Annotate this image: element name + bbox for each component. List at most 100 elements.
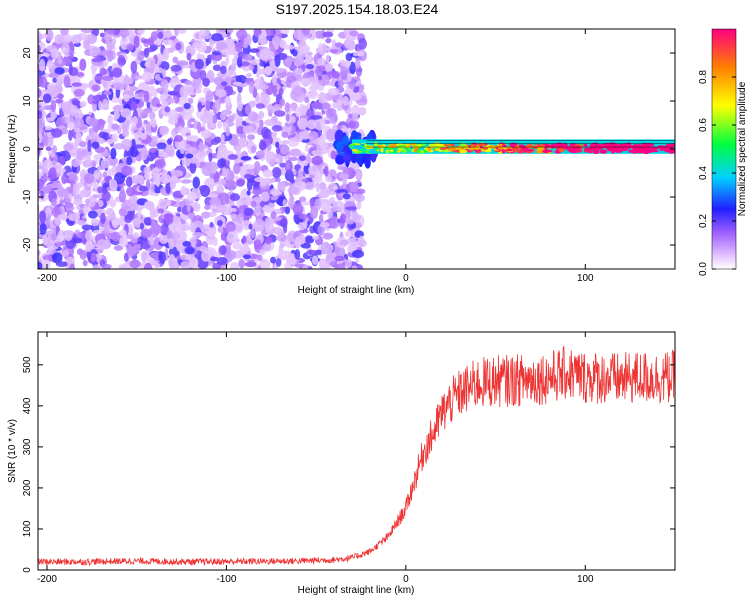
heatmap-cell [38,261,43,269]
heatmap-cell [102,171,108,179]
heatmap-cell [56,186,66,197]
heatmap-cell [111,37,117,46]
heatmap-cell [308,249,313,255]
heatmap-cell [227,29,234,33]
heatmap-cell [50,152,56,158]
heatmap-cell [325,62,334,72]
heatmap-cell [68,213,81,222]
heatmap-cell [93,169,101,180]
heatmap-cell [306,90,319,99]
heatmap-cell [218,245,227,256]
snr-x-tick-label: -200 [37,574,57,585]
heatmap-cell [309,78,318,83]
heatmap-cell [659,147,664,152]
heatmap-cell [186,201,191,213]
heatmap-cell [518,144,524,147]
heatmap-cell [106,29,116,35]
heatmap-cell [110,147,117,160]
heatmap-cell [335,263,346,269]
heatmap-cell [310,101,323,109]
heatmap-cell [172,56,179,64]
heatmap-cell [90,218,100,227]
heatmap-cell [101,263,112,269]
heatmap-cell [140,133,147,140]
heatmap-cell [265,29,274,37]
heatmap-cell [355,170,362,180]
heatmap-cell [300,201,312,206]
heatmap-cell [209,197,222,207]
heatmap-cell [109,199,117,208]
heatmap-cell [186,52,192,61]
heatmap-cell [90,132,99,140]
heatmap-cell [561,143,568,148]
heatmap-cell [216,204,228,213]
heatmap-cell [212,114,218,124]
heatmap-cell [126,243,133,255]
heatmap-cell [168,238,175,250]
heatmap-cell [216,185,225,194]
heatmap-cell [269,158,276,168]
heatmap-cell [22,232,33,236]
heatmap-cell [235,74,247,84]
heatmap-cell [284,57,297,62]
heatmap-cell [651,149,659,153]
heatmap-cell [285,162,290,170]
snr-y-tick-label: 100 [22,520,33,537]
heatmap-cell [159,251,167,264]
heatmap-cell [280,242,285,249]
heatmap-cell [355,57,361,69]
heatmap-cell [275,257,282,267]
heatmap-cell [183,102,191,110]
heatmap-cell [213,76,224,86]
heatmap-cell [214,88,227,98]
heatmap-cell [180,214,189,219]
heatmap-cell [38,116,45,129]
heatmap-cell [230,62,237,72]
heatmap-cell [168,259,175,268]
heatmap-cell [40,190,45,200]
heatmap-cell [294,236,302,249]
heatmap-cell [144,61,151,68]
heatmap-cell [101,190,111,202]
heatmap-cell [332,102,338,109]
heatmap-cell [293,134,304,142]
heatmap-cell [401,150,408,153]
heatmap-x-tick-label: -200 [37,273,57,284]
heatmap-y-tick-label: -20 [22,237,33,252]
heatmap-cell [243,173,252,179]
heatmap-cell [69,263,76,269]
heatmap-cell [162,39,174,46]
heatmap-y-label: Frequency (Hz) [7,115,18,184]
heatmap-cell [254,176,266,183]
heatmap-cell [113,82,125,91]
heatmap-cell [329,219,337,229]
heatmap-cell [339,66,350,71]
heatmap-cell [38,70,46,76]
heatmap-cell [298,167,303,181]
heatmap-cell [241,120,247,126]
heatmap-cell [98,100,103,111]
heatmap-cell [240,156,252,161]
heatmap-cell [270,211,277,219]
heatmap-cell [79,141,87,148]
heatmap-cell [261,126,269,139]
heatmap-cell [102,98,108,108]
heatmap-cell [259,249,266,256]
colorbar-tick-label: 0.0 [698,262,709,276]
heatmap-cell [119,236,129,248]
heatmap-cell [321,102,330,110]
heatmap-cell [187,119,192,129]
heatmap-cell [352,249,365,259]
heatmap-cell [95,75,104,80]
heatmap-cell [349,30,359,37]
heatmap-cell [345,218,355,225]
heatmap-cell [525,144,534,149]
heatmap-cell [149,111,156,120]
heatmap-cell [358,107,367,116]
heatmap-cell [162,47,170,61]
heatmap-cell [81,224,93,231]
heatmap-cell [133,35,140,48]
heatmap-cell [99,67,108,75]
heatmap-cell [63,110,73,116]
